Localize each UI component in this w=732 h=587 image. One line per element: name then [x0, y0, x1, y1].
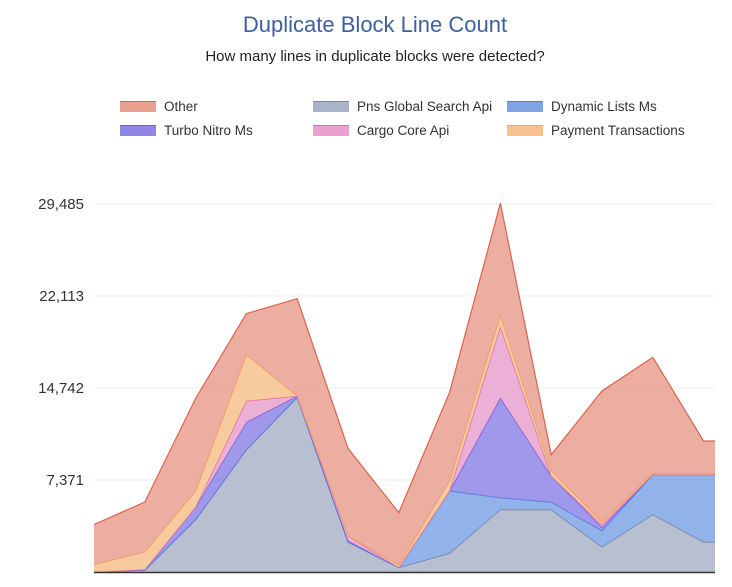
legend-item-payment-transactions[interactable]: Payment Transactions	[507, 121, 685, 139]
legend-label-dynamic-lists-ms: Dynamic Lists Ms	[551, 98, 657, 114]
y-axis-ticks: 7,371 14,742 22,113 29,485	[38, 196, 84, 489]
y-tick-label: 7,371	[46, 472, 84, 489]
legend-swatch-other	[120, 100, 156, 112]
y-tick-label: 14,742	[38, 380, 84, 397]
legend-swatch-pns-global-search-api	[313, 100, 349, 112]
legend-swatch-cargo-core-api	[313, 124, 349, 136]
area-series-group	[93, 203, 715, 573]
legend-item-pns-global-search-api[interactable]: Pns Global Search Api	[313, 97, 492, 115]
legend-item-other[interactable]: Other	[120, 97, 198, 115]
area-other[interactable]	[94, 203, 715, 566]
y-tick-label: 22,113	[39, 288, 84, 305]
legend-item-cargo-core-api[interactable]: Cargo Core Api	[313, 121, 449, 139]
legend-swatch-payment-transactions	[507, 124, 543, 136]
legend-label-payment-transactions: Payment Transactions	[551, 122, 685, 138]
area-payment-transactions[interactable]	[94, 315, 715, 573]
legend-swatch-dynamic-lists-ms	[507, 100, 543, 112]
legend-label-other: Other	[164, 98, 198, 114]
chart-title: Duplicate Block Line Count	[242, 12, 508, 37]
legend-label-turbo-nitro-ms: Turbo Nitro Ms	[164, 122, 253, 138]
line-other	[93, 203, 715, 526]
legend-label-pns-global-search-api: Pns Global Search Api	[357, 98, 493, 114]
legend-item-turbo-nitro-ms[interactable]: Turbo Nitro Ms	[120, 121, 253, 139]
chart-subtitle: How many lines in duplicate blocks were …	[205, 48, 545, 65]
area-pns-global-search-api[interactable]	[94, 397, 715, 572]
legend-item-dynamic-lists-ms[interactable]: Dynamic Lists Ms	[507, 97, 657, 115]
y-tick-label: 29,485	[38, 196, 84, 213]
area-turbo-nitro-ms[interactable]	[94, 396, 715, 572]
legend-swatch-turbo-nitro-ms	[120, 124, 156, 136]
legend-label-cargo-core-api: Cargo Core Api	[357, 122, 450, 138]
